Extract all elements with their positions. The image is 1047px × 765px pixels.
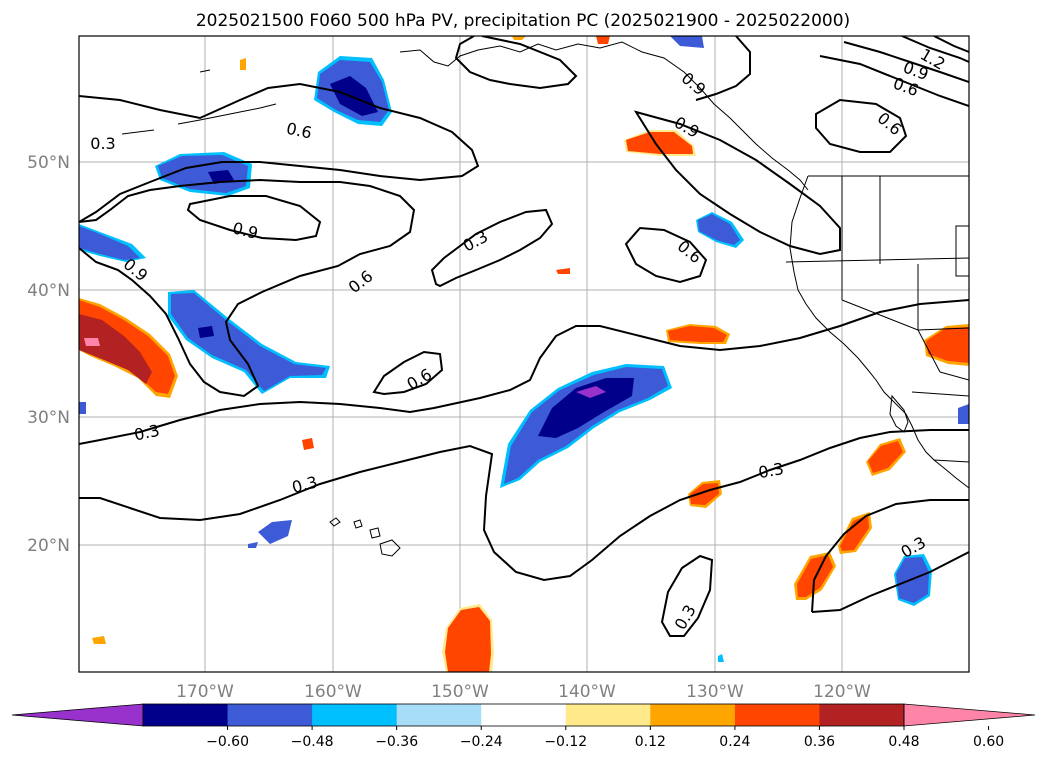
colorbar-segment [734,704,820,726]
colorbar-tick-label: −0.24 [460,734,503,750]
colorbar-tick-label: −0.60 [206,734,249,750]
lat-label-30n: 30°N [27,408,70,428]
lon-label-170w: 170°W [176,682,234,702]
colorbar-tick-label: 0.36 [804,734,835,750]
precip-blob-bc-coast [696,212,744,248]
colorbar-segment [481,704,567,726]
precip-blob-gulf-alaska [314,56,392,126]
lat-label-20n: 20°N [27,536,70,556]
precip-blob-west-warm [79,298,178,398]
colorbar: −0.60 −0.48 −0.36 −0.24 −0.12 0.12 0.24 0.36 0.4… [11,703,1036,750]
colorbar-frame [142,703,905,727]
colorbar-segment [396,704,482,726]
contour-label: 0.3 [757,459,785,482]
colorbar-tick-label: −0.48 [291,734,334,750]
colorbar-extend-high [903,703,1036,727]
colorbar-tick-label: −0.36 [375,734,418,750]
lon-label-160w: 160°W [304,682,362,702]
precip-blob-south-warm [442,604,494,672]
precip-blob-top-blue [670,36,704,48]
contour-label: 0.6 [285,119,314,143]
precip-blob-ca-coast [924,324,969,366]
contour-label: 0.3 [90,134,115,153]
colorbar-segment [143,704,229,726]
figure-title: 2025021500 F060 500 hPa PV, precipitatio… [196,11,850,31]
colorbar-tick-label: 0.12 [635,734,666,750]
contour-label: 0.3 [132,421,161,445]
precip-blob-baja-warm [866,438,906,476]
colorbar-tick-label: 0.48 [888,734,919,750]
colorbar-extend-low [11,703,144,727]
latitude-labels: 20°N 30°N 40°N 50°N [27,153,70,556]
precip-blob-central-pacific [500,364,672,488]
colorbar-tick-label: 0.24 [719,734,750,750]
precip-blob-west-edge [79,224,146,262]
lat-label-40n: 40°N [27,281,70,301]
lon-label-130w: 130°W [686,682,744,702]
longitude-labels: 170°W 160°W 150°W 140°W 130°W 120°W [176,682,871,702]
colorbar-segment [227,704,313,726]
lon-label-150w: 150°W [431,682,489,702]
colorbar-tick-label: −0.12 [544,734,587,750]
lon-label-120w: 120°W [813,682,871,702]
colorbar-tick-label: 0.60 [973,734,1004,750]
map-panel: 0.3 0.6 0.9 0.9 0.6 0.3 0.6 0.3 0.3 0.3 … [79,36,969,672]
colorbar-segment [650,704,736,726]
precip-blob-hawaii-blue [258,520,292,544]
lon-label-140w: 140°W [558,682,616,702]
lat-label-50n: 50°N [27,153,70,173]
pv-contours [79,36,969,637]
colorbar-segment [565,704,651,726]
precip-shading [79,36,969,672]
precip-blob-central-west [168,290,330,394]
map-frame [78,35,970,673]
colorbar-segment [819,704,905,726]
precip-blob-bc-warm [624,130,696,156]
gridlines [79,36,969,672]
colorbar-segment [312,704,398,726]
precip-blob-ca-offshore [666,324,730,344]
